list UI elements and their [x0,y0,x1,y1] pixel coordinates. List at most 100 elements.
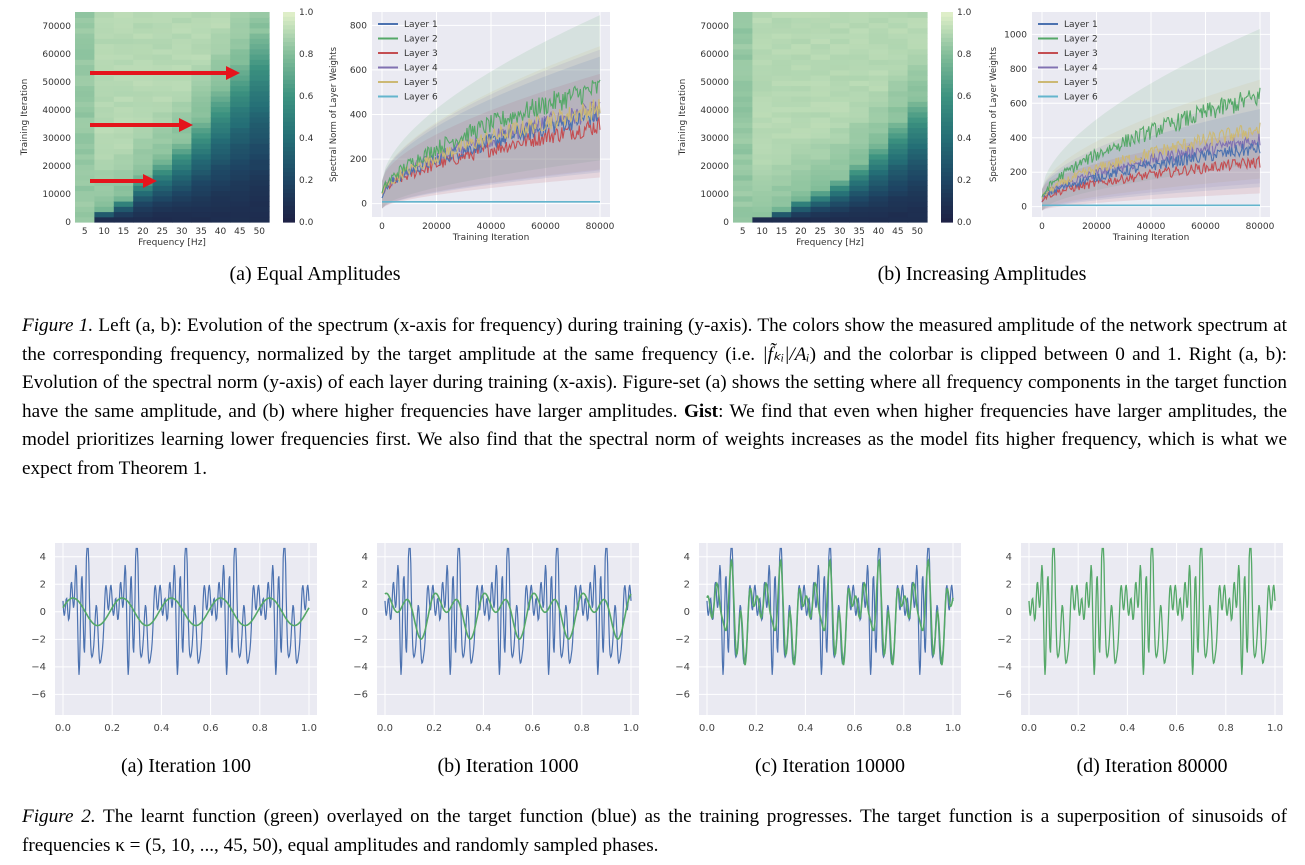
heatmap-cell [210,106,231,113]
heatmap-cell [868,12,889,18]
heatmap-cell [113,138,134,144]
heatmap-cell [830,22,850,29]
heatmap-cell [868,164,889,171]
colorbar-segment [283,205,295,210]
heatmap-cell [249,190,270,197]
heatmap-cell [210,206,231,213]
heatmap-cell [888,17,909,24]
heatmap-cell [75,138,95,144]
colorbar-segment [941,104,953,110]
heatmap-cell [75,174,95,181]
heatmap-cell [830,180,850,186]
heatmap-cell [888,159,909,165]
colorbar-segment [283,209,295,215]
heatmap-cell [172,206,192,213]
heatmap-cell [733,48,753,55]
colorbar-segment [283,20,295,26]
heatmap-cell [733,127,753,134]
heatmap-cell [733,12,753,18]
heatmap-cell [733,211,753,218]
heatmap-cell [791,96,812,102]
colorbar-segment [283,75,295,80]
fig2-xtick: 0.6 [525,723,541,734]
heatmap-cell [771,101,792,108]
heatmap-cell [752,48,773,55]
heatmap-cell [152,85,173,92]
heatmap-cell [191,159,212,165]
heatmap-cell [791,106,812,113]
heatmap-cell [249,180,270,186]
heatmap-cell [94,159,115,165]
heatmap-cell [94,117,115,123]
heatmap-cell [907,80,928,87]
panel_b-heatmap: 0 10000 20000 30000 40000 50000 60000 70000 5 10 1… [678,8,972,248]
colorbar-segment [283,45,295,51]
heatmap-cell [771,38,792,45]
heatmap-cell [191,143,212,150]
norm-ytick: 1000 [1004,30,1027,40]
heatmap-cell [210,101,231,108]
heatmap-cell [830,64,850,71]
heatmap-cell [152,127,173,134]
heatmap-cell [230,117,251,123]
heatmap-cell [752,59,773,66]
heatmap-cell [733,106,753,113]
heatmap-xtick: 10 [756,227,768,237]
heatmap-cell [752,12,773,18]
heatmap-cell [94,48,115,55]
heatmap-cell [152,59,173,66]
heatmap-cell [791,69,812,76]
heatmap-cell [75,64,95,71]
heatmap-cell [249,201,270,207]
colorbar-segment [283,100,295,105]
heatmap-cell [210,174,231,181]
colorbar-segment [283,163,295,168]
heatmap-cell [752,69,773,76]
colorbar-segment [941,12,953,17]
heatmap-cell [810,138,831,144]
heatmap-cell [771,106,792,113]
colorbar-segment [941,33,953,38]
heatmap-cell [191,132,212,139]
heatmap-cell [94,185,115,192]
heatmap-cell [830,216,850,223]
heatmap-cell [733,122,753,129]
caption-1-gist: Gist [683,400,719,422]
heatmap-cell [791,122,812,129]
heatmap-cell [94,90,115,97]
heatmap-cell [210,111,231,118]
heatmap-xtick: 20 [795,227,807,237]
heatmap-cell [210,80,231,87]
heatmap-cell [249,101,270,108]
colorbar-tick: 0.8 [957,50,972,60]
colorbar-segment [283,104,295,110]
heatmap-cell [249,148,270,155]
heatmap-cell [907,101,928,108]
heatmap-cell [733,169,753,176]
heatmap-cell [113,127,134,134]
colorbar-segment [283,196,295,202]
heatmap-cell [810,90,831,97]
heatmap-cell [210,164,231,171]
heatmap-xtick: 30 [834,227,846,237]
colorbar-tick: 0.0 [957,218,972,228]
heatmap-cell [888,43,909,50]
heatmap-cell [868,132,889,139]
heatmap-ytick: 60000 [700,50,729,60]
fig2-panel-caption: (d) Iteration 80000 [1076,755,1227,777]
colorbar-segment [283,171,295,177]
fig2-ytick: −2 [997,634,1012,645]
legend-label: Layer 4 [1064,64,1098,74]
heatmap-cell [771,22,792,29]
heatmap-cell [75,211,95,218]
heatmap-cell [133,54,154,60]
colorbar-tick: 0.2 [299,176,313,186]
heatmap-cell [94,64,115,71]
fig2-xtick: 0.2 [1070,723,1086,734]
fig2-ytick: −4 [353,662,368,673]
heatmap-cell [752,90,773,97]
heatmap-cell [830,169,850,176]
heatmap-cell [771,80,792,87]
fig2-xtick: 1.0 [623,723,639,734]
heatmap-cell [868,148,889,155]
